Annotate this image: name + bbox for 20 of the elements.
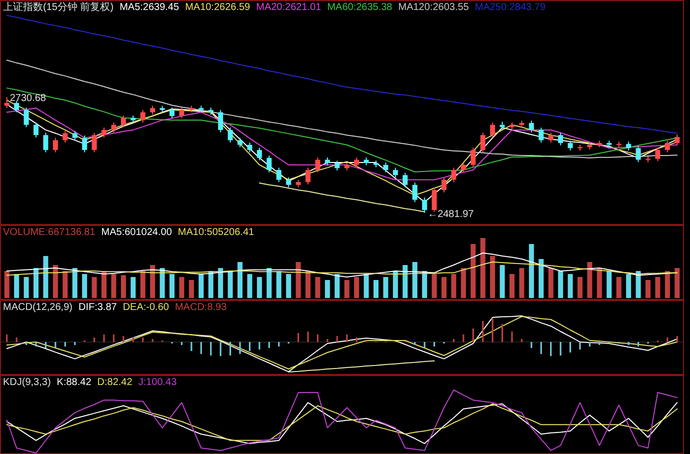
text: MA5:2639.45 [120, 2, 180, 13]
text: MA20:2621.01 [256, 2, 322, 13]
text: MA10:2626.59 [185, 2, 251, 13]
series-label: D:82.42 [97, 377, 133, 388]
text: DEA:-0.60 [122, 302, 170, 313]
text: MA250:2843.79 [474, 2, 546, 13]
text: K:88.42 [56, 377, 92, 388]
series-label: J:100.43 [138, 377, 178, 388]
annotation: ←2481.97 [428, 208, 474, 220]
text: MA120:2603.55 [398, 2, 470, 13]
chart-title: MACD(12,26,9) [3, 302, 72, 313]
chart-title: KDJ(9,3,3) [3, 377, 51, 388]
annotation: 2730.68 [10, 93, 46, 104]
text: MA10:505206.41 [178, 227, 255, 238]
text: MA5:601024.00 [101, 227, 172, 238]
text: DIF:3.87 [78, 302, 118, 313]
chart-title: 上证指数(15分钟 前复权) [3, 1, 114, 13]
text: MACD:8.93 [174, 302, 228, 313]
text: MA60:2635.38 [327, 2, 393, 13]
text: VOLUME:667136.81 [3, 227, 96, 238]
